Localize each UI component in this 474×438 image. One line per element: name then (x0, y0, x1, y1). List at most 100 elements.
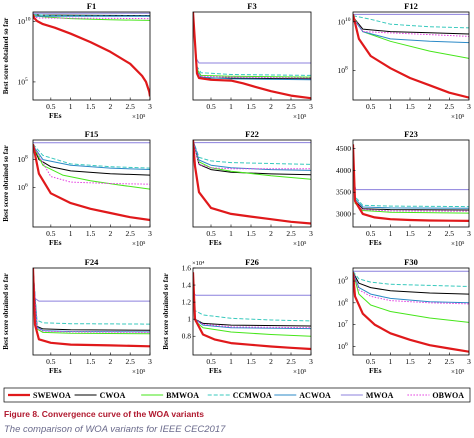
legend-label-swewoa: SWEWOA (33, 391, 71, 400)
x-tick-label: 1 (388, 102, 392, 111)
series-line-obwoa (353, 272, 469, 305)
series-line-acwoa (193, 140, 311, 171)
y-tick-label: 3500 (336, 188, 351, 197)
legend: SWEWOA CWOA BMWOA CCMWOA ACWOA MWOA OBWOA (3, 387, 471, 403)
x-tick-label: 2.5 (445, 229, 455, 238)
y-tick-label: 10 (18, 155, 26, 164)
chart-title: F1 (87, 1, 96, 11)
y-tick-label: 10 (338, 66, 346, 75)
series-line-obwoa (33, 268, 150, 333)
chart-title: F23 (404, 129, 418, 139)
x-tick-label: 1.5 (405, 229, 415, 238)
series-line-swewoa (33, 143, 150, 222)
y-axis-label: Best score obtained so far (2, 145, 10, 221)
x-tick-label: 0.5 (366, 357, 376, 366)
plot-area (33, 140, 150, 227)
x-tick-label: 2 (428, 102, 432, 111)
series-line-ccmwoa (353, 144, 469, 208)
x-tick-label: 2.5 (286, 357, 296, 366)
x-tick-label: 0.5 (206, 102, 216, 111)
plot-area (193, 140, 311, 227)
y-tick-label: 10 (338, 277, 346, 286)
x-exponent: ×10⁵ (451, 113, 465, 121)
x-exponent: ×10⁵ (132, 113, 146, 121)
y-tick-exponent: 6 (345, 341, 348, 347)
series-line-ccmwoa (353, 15, 469, 29)
x-tick-label: 2 (428, 357, 432, 366)
y-tick-exponent: 10 (25, 17, 31, 23)
x-exponent: ×10⁵ (293, 368, 307, 376)
chart-f24: 0.5 1 1.5 2 2.5 3 F24 ×10⁵ FEs Best score obtaine… (2, 257, 152, 376)
series-line-cwoa (33, 145, 150, 176)
x-tick-label: 0.5 (46, 102, 56, 111)
series-line-cwoa (353, 16, 469, 35)
x-exponent: ×10⁵ (293, 240, 307, 248)
y-tick-label: 10 (338, 320, 346, 329)
x-tick-label: 0.5 (206, 229, 216, 238)
y-tick-label: 3000 (336, 209, 351, 218)
x-axis-label: FEs (49, 238, 62, 247)
x-tick-label: 3 (148, 229, 152, 238)
x-tick-label: 0.5 (206, 357, 216, 366)
series-line-acwoa (33, 145, 150, 170)
y-tick-label: 1.4 (182, 281, 192, 290)
plot-area (193, 268, 311, 355)
series-line-bmwoa (353, 272, 469, 323)
x-tick-label: 3 (309, 229, 313, 238)
series-line-obwoa (193, 140, 311, 170)
plot-frame (192, 11, 312, 101)
series-line-obwoa (33, 145, 150, 185)
series-line-bmwoa (33, 145, 150, 190)
y-tick-exponent: 10 (345, 17, 351, 23)
x-tick-label: 0.5 (46, 229, 56, 238)
x-tick-label: 3 (148, 357, 152, 366)
plot-frame (32, 11, 151, 101)
legend-label-obwoa: OBWOA (432, 391, 464, 400)
x-exponent: ×10⁵ (451, 240, 465, 248)
figure-caption: Figure 8. Convergence curve of the WOA v… (4, 409, 204, 419)
series-line-swewoa (33, 268, 150, 348)
y-tick-label: 1 (187, 315, 191, 324)
x-tick-label: 1 (229, 229, 233, 238)
x-tick-label: 1 (229, 102, 233, 111)
x-tick-label: 2.5 (125, 102, 135, 111)
x-tick-label: 3 (467, 229, 471, 238)
y-tick-label: 10 (18, 17, 26, 26)
x-tick-label: 1 (69, 357, 73, 366)
x-tick-label: 3 (467, 357, 471, 366)
x-tick-label: 3 (309, 102, 313, 111)
x-tick-label: 1.5 (246, 229, 256, 238)
x-tick-label: 2 (269, 102, 273, 111)
x-axis-label: FEs (49, 366, 62, 375)
series-line-swewoa (193, 272, 311, 351)
y-tick-label: 4000 (336, 166, 351, 175)
series-line-acwoa (353, 272, 469, 304)
y-tick-exponent: 7 (345, 320, 348, 326)
x-tick-label: 1.5 (246, 102, 256, 111)
y-tick-exponent: 5 (25, 77, 28, 83)
series-line-swewoa (353, 144, 469, 222)
x-tick-label: 0.5 (46, 357, 56, 366)
x-tick-label: 0.5 (366, 229, 376, 238)
plot-area (353, 268, 469, 355)
x-exponent: ×10⁵ (293, 113, 307, 121)
x-tick-label: 2.5 (125, 229, 135, 238)
x-tick-label: 2 (108, 357, 112, 366)
x-tick-label: 1.5 (405, 102, 415, 111)
x-tick-label: 1.5 (246, 357, 256, 366)
series-line-ccmwoa (33, 143, 150, 169)
y-tick-exponent: 6 (25, 183, 28, 189)
x-tick-label: 1 (388, 357, 392, 366)
y-tick-label: 0.8 (182, 332, 192, 341)
y-tick-exponent: 8 (345, 298, 348, 304)
y-tick-label: 10 (338, 298, 346, 307)
chart-title: F15 (85, 129, 99, 139)
plot-area (33, 268, 150, 355)
chart-title: F12 (404, 1, 418, 11)
chart-title: F3 (247, 1, 256, 11)
x-tick-label: 1 (69, 102, 73, 111)
